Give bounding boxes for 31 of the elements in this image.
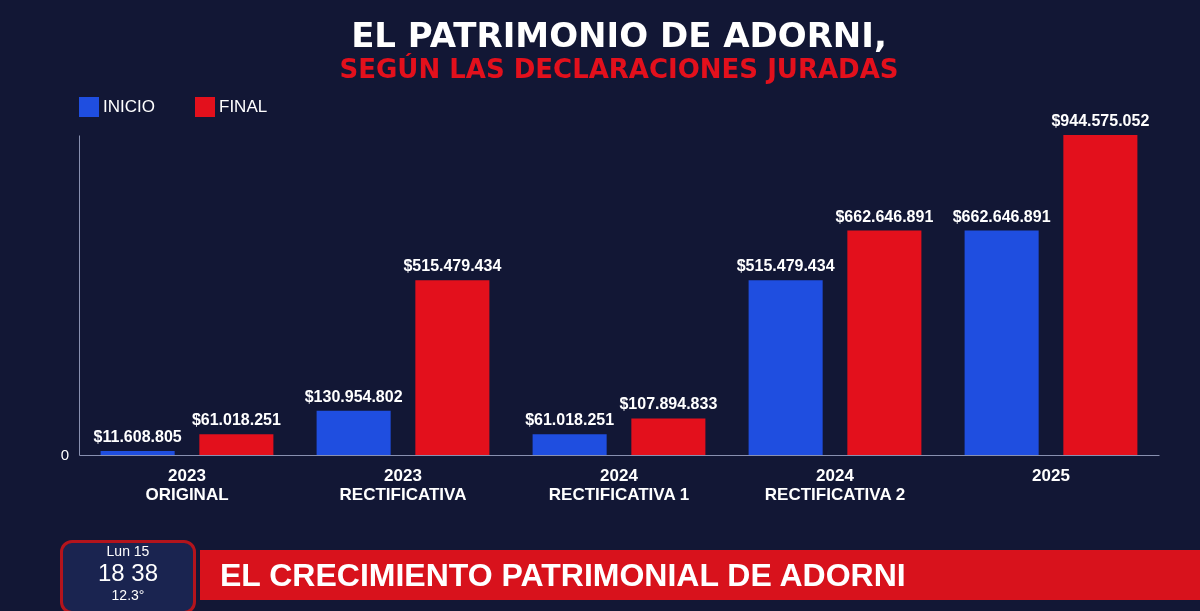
x-tick-label: 2023 ORIGINAL bbox=[145, 465, 229, 504]
data-label: $130.954.802 bbox=[304, 387, 403, 405]
bar bbox=[316, 410, 391, 455]
bar bbox=[199, 434, 274, 455]
bar bbox=[415, 280, 490, 455]
x-tick-label: 2023 RECTIFICATIVA bbox=[339, 465, 467, 504]
bar bbox=[100, 451, 175, 455]
text: EL CRECIMIENTO PATRIMONIAL DE ADORNI bbox=[200, 550, 1200, 600]
data-label: $944.575.052 bbox=[1051, 112, 1150, 129]
legend-label: FINAL bbox=[219, 97, 268, 116]
data-label: $61.018.251 bbox=[191, 411, 281, 429]
data-label: $11.608.805 bbox=[93, 428, 182, 446]
x-tick-label: 2024 RECTIFICATIVA 1 bbox=[548, 465, 690, 504]
clock-panel: Lun 15 18 38 12.3° bbox=[60, 540, 196, 611]
bar bbox=[847, 230, 922, 455]
data-label: $515.479.434 bbox=[403, 257, 502, 275]
bar bbox=[964, 230, 1039, 455]
data-label: $61.018.251 bbox=[525, 411, 615, 429]
data-label: $515.479.434 bbox=[736, 257, 835, 275]
data-label: $107.894.833 bbox=[619, 395, 718, 413]
legend-label: INICIO bbox=[103, 97, 155, 116]
data-label: $662.646.891 bbox=[835, 207, 934, 225]
text: 0 bbox=[60, 446, 69, 463]
x-tick-label: 2024 RECTIFICATIVA 2 bbox=[764, 465, 906, 504]
bar bbox=[1063, 135, 1138, 455]
bar bbox=[631, 418, 706, 455]
data-label: $662.646.891 bbox=[952, 207, 1051, 225]
bar bbox=[532, 434, 607, 455]
bar bbox=[748, 280, 823, 455]
chart-subtitle: SEGÚN LAS DECLARACIONES JURADAS bbox=[339, 53, 899, 84]
x-tick-label: 2025 bbox=[1032, 465, 1070, 485]
